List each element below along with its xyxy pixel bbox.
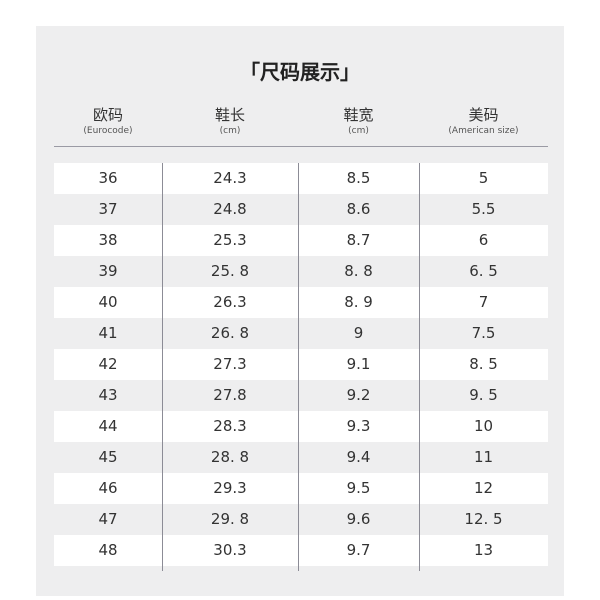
cell-eurocode: 37 [98, 200, 118, 218]
table-row: 37 24.8 8.6 5.5 [54, 194, 548, 225]
table-header: 欧码 (Eurocode) 鞋长 (cm) 鞋宽 (cm) 美码 (Americ… [54, 106, 548, 146]
cell-shoe-length: 24.8 [213, 200, 247, 218]
header-divider [54, 146, 548, 147]
cell-shoe-width: 8. 8 [344, 262, 373, 280]
table-row: 41 26. 8 9 7.5 [54, 318, 548, 349]
cell-us-size: 10 [473, 417, 494, 435]
cell-shoe-width: 8.5 [346, 169, 371, 187]
cell-eurocode: 48 [98, 541, 118, 559]
cell-shoe-width: 9.2 [346, 386, 371, 404]
cell-us-size: 9. 5 [469, 386, 498, 404]
cell-us-size: 5 [478, 169, 489, 187]
cell-shoe-width: 9.1 [346, 355, 371, 373]
header-us-size-sub: (American size) [448, 126, 519, 136]
cell-eurocode: 39 [98, 262, 118, 280]
cell-shoe-length: 24.3 [213, 169, 247, 187]
size-chart-panel: 「尺码展示」 欧码 (Eurocode) 鞋长 (cm) 鞋宽 (cm) 美码 … [36, 26, 564, 596]
cell-shoe-width: 8.7 [346, 231, 371, 249]
table-row: 48 30.3 9.7 13 [54, 535, 548, 566]
cell-shoe-length: 29. 8 [210, 510, 250, 528]
header-shoe-width-sub: (cm) [348, 126, 369, 136]
header-eurocode-label: 欧码 [92, 106, 123, 124]
cell-us-size: 13 [473, 541, 494, 559]
cell-eurocode: 40 [98, 293, 118, 311]
cell-shoe-length: 26.3 [213, 293, 247, 311]
cell-us-size: 7.5 [471, 324, 496, 342]
cell-us-size: 12. 5 [464, 510, 503, 528]
cell-shoe-length: 29.3 [213, 479, 247, 497]
header-shoe-width: 鞋宽 (cm) [298, 106, 419, 137]
cell-eurocode: 43 [98, 386, 118, 404]
column-divider [419, 163, 420, 571]
cell-us-size: 7 [478, 293, 489, 311]
header-shoe-width-label: 鞋宽 [343, 106, 374, 124]
header-eurocode: 欧码 (Eurocode) [54, 106, 162, 137]
cell-eurocode: 44 [98, 417, 118, 435]
cell-shoe-length: 27.8 [213, 386, 247, 404]
table-row: 39 25. 8 8. 8 6. 5 [54, 256, 548, 287]
cell-eurocode: 38 [98, 231, 118, 249]
cell-eurocode: 47 [98, 510, 118, 528]
header-shoe-length: 鞋长 (cm) [162, 106, 298, 137]
cell-us-size: 6 [478, 231, 489, 249]
cell-us-size: 5.5 [471, 200, 496, 218]
cell-shoe-length: 25. 8 [210, 262, 250, 280]
column-divider [162, 163, 163, 571]
cell-us-size: 8. 5 [469, 355, 498, 373]
cell-shoe-width: 8. 9 [344, 293, 373, 311]
cell-shoe-width: 9.6 [346, 510, 371, 528]
table-row: 43 27.8 9.2 9. 5 [54, 380, 548, 411]
cell-shoe-length: 26. 8 [210, 324, 250, 342]
cell-shoe-length: 27.3 [213, 355, 247, 373]
header-us-size-label: 美码 [468, 106, 499, 124]
cell-us-size: 12 [473, 479, 494, 497]
cell-shoe-length: 25.3 [213, 231, 247, 249]
table-row: 44 28.3 9.3 10 [54, 411, 548, 442]
cell-us-size: 6. 5 [469, 262, 498, 280]
cell-shoe-width: 9 [353, 324, 364, 342]
cell-shoe-width: 9.3 [346, 417, 371, 435]
header-shoe-length-label: 鞋长 [214, 106, 245, 124]
table-row: 38 25.3 8.7 6 [54, 225, 548, 256]
cell-eurocode: 42 [98, 355, 118, 373]
table-row: 46 29.3 9.5 12 [54, 473, 548, 504]
table-row: 40 26.3 8. 9 7 [54, 287, 548, 318]
cell-eurocode: 41 [98, 324, 118, 342]
cell-shoe-width: 9.4 [346, 448, 371, 466]
cell-shoe-length: 30.3 [213, 541, 247, 559]
cell-shoe-length: 28.3 [213, 417, 247, 435]
size-table: 36 24.3 8.5 5 37 24.8 8.6 5.5 38 25.3 8.7 6 39 25. 8 8… [54, 163, 548, 566]
size-chart-title: 「尺码展示」 [240, 60, 360, 84]
cell-shoe-width: 9.5 [346, 479, 371, 497]
cell-shoe-width: 8.6 [346, 200, 371, 218]
table-row: 45 28. 8 9.4 11 [54, 442, 548, 473]
cell-shoe-width: 9.7 [346, 541, 371, 559]
cell-us-size: 11 [473, 448, 494, 466]
header-us-size: 美码 (American size) [419, 106, 548, 137]
cell-eurocode: 45 [98, 448, 118, 466]
cell-eurocode: 46 [98, 479, 118, 497]
header-eurocode-sub: (Eurocode) [83, 126, 133, 136]
column-divider [298, 163, 299, 571]
header-shoe-length-sub: (cm) [219, 126, 241, 136]
cell-shoe-length: 28. 8 [210, 448, 250, 466]
table-row: 42 27.3 9.1 8. 5 [54, 349, 548, 380]
table-row: 47 29. 8 9.6 12. 5 [54, 504, 548, 535]
table-row: 36 24.3 8.5 5 [54, 163, 548, 194]
cell-eurocode: 36 [98, 169, 118, 187]
